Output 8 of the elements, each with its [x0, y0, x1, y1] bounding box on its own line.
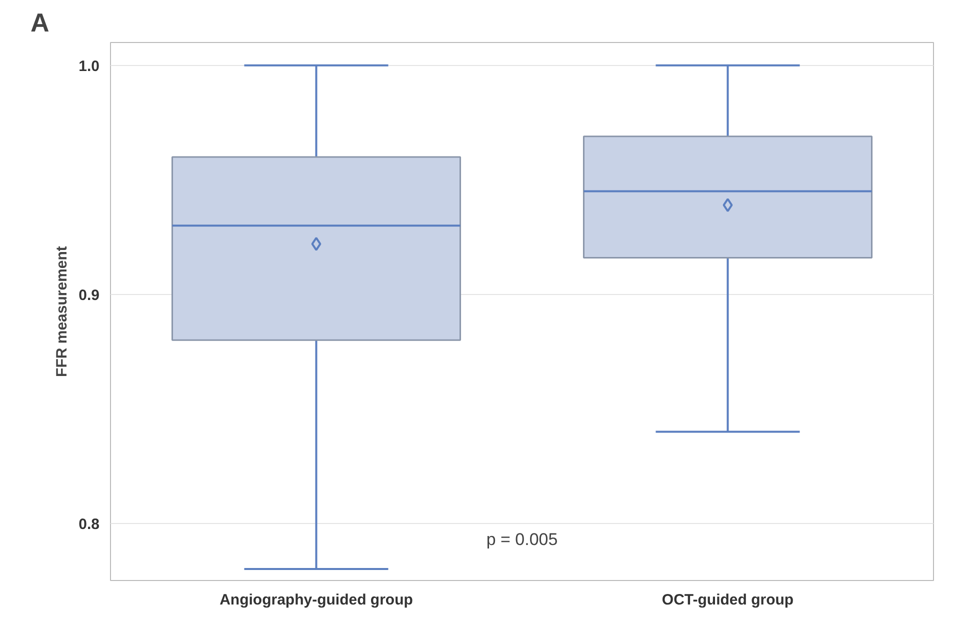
x-tick-label: Angiography-guided group — [220, 592, 413, 608]
y-tick-label: 0.8 — [78, 516, 100, 533]
y-tick-label: 1.0 — [78, 58, 100, 75]
x-tick-label: OCT-guided group — [662, 592, 794, 608]
y-axis-title: FFR measurement — [54, 246, 71, 377]
y-tick-label: 0.9 — [78, 286, 100, 304]
text: A — [30, 8, 50, 38]
annotation: p = 0.005 — [486, 530, 558, 550]
